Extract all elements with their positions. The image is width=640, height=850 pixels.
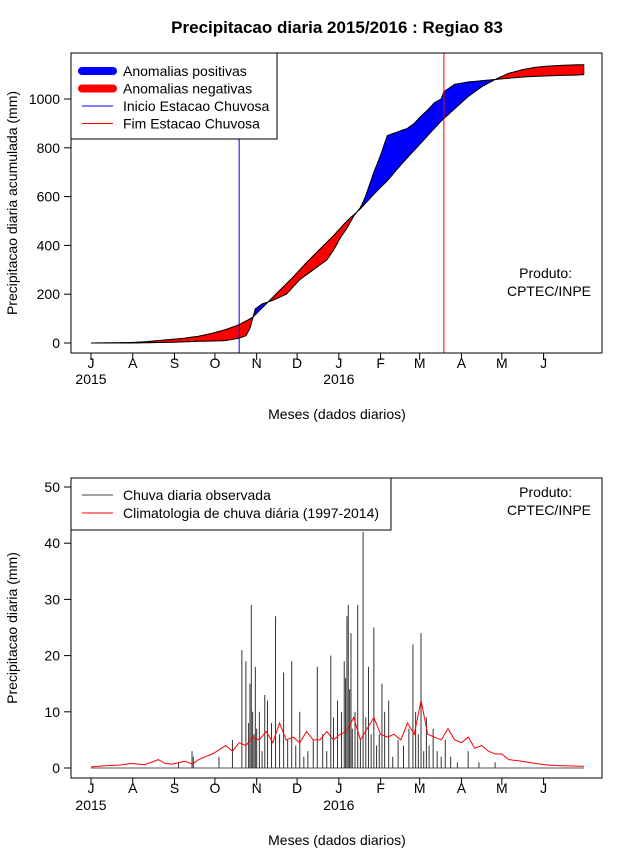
x-tick-label: J [88, 780, 95, 796]
chart1-annotation: Produto: CPTEC/INPE [507, 265, 591, 299]
year-label: 2015 [75, 797, 106, 813]
chart2-annotation: Produto: CPTEC/INPE [507, 484, 591, 518]
chart1-series [91, 53, 585, 353]
legend-label: Inicio Estacao Chuvosa [123, 98, 270, 114]
y-tick-label: 20 [44, 648, 60, 664]
chart1-xlabel: Meses (dados diarios) [268, 406, 406, 422]
x-tick-label: M [496, 355, 508, 371]
x-tick-label: F [376, 780, 385, 796]
chart1-annotation-line-1: Produto: [519, 265, 572, 281]
legend-label: Fim Estacao Chuvosa [123, 116, 260, 132]
x-tick-label: O [209, 780, 220, 796]
x-tick-label: D [292, 355, 302, 371]
x-tick-label: S [170, 780, 179, 796]
legend-label: Climatologia de chuva diária (1997-2014) [123, 505, 379, 521]
x-tick-label: J [88, 355, 95, 371]
positive-anomaly-area [357, 79, 496, 212]
chart1-plot-frame [70, 52, 603, 354]
x-tick-label: A [128, 780, 138, 796]
x-tick-label: J [540, 355, 547, 371]
y-tick-label: 200 [37, 286, 61, 302]
y-tick-label: 50 [44, 479, 60, 495]
chart2-legend: Chuva diaria observada Climatologia de ch… [70, 477, 392, 531]
chart1-title: Precipitacao diaria 2015/2016 : Regiao 8… [171, 18, 503, 37]
x-tick-label: J [335, 355, 342, 371]
x-tick-label: N [252, 355, 262, 371]
chart1-annotation-line-2: CPTEC/INPE [507, 283, 591, 299]
y-tick-label: 40 [44, 535, 60, 551]
year-label: 2016 [323, 371, 354, 387]
x-tick-label: F [376, 355, 385, 371]
x-tick-label: O [209, 355, 220, 371]
x-tick-label: J [540, 780, 547, 796]
y-tick-label: 400 [37, 237, 61, 253]
observed-accumulated-line [91, 74, 585, 344]
chart2-annotation-line-2: CPTEC/INPE [507, 502, 591, 518]
year-label: 2016 [323, 797, 354, 813]
x-tick-label: M [414, 355, 426, 371]
x-tick-label: D [292, 780, 302, 796]
chart1-ylabel: Precipitacao diaria acumulada (mm) [4, 91, 20, 315]
legend-label: Anomalias negativas [123, 81, 252, 97]
x-tick-label: S [170, 355, 179, 371]
x-tick-label: J [335, 780, 342, 796]
chart1-legend: Anomalias positivas Anomalias negativasIn… [70, 52, 278, 140]
legend-box [70, 477, 392, 531]
year-label: 2015 [75, 371, 106, 387]
y-tick-label: 800 [37, 140, 61, 156]
y-tick-label: 30 [44, 591, 60, 607]
y-tick-label: 1000 [29, 91, 60, 107]
chart2-series [90, 531, 584, 769]
legend-label: Anomalias positivas [123, 63, 247, 79]
y-tick-label: 0 [52, 335, 60, 351]
chart2-xlabel: Meses (dados diarios) [268, 832, 406, 848]
x-tick-label: A [457, 780, 467, 796]
x-tick-label: A [128, 355, 138, 371]
x-tick-label: A [457, 355, 467, 371]
y-tick-label: 600 [37, 189, 61, 205]
climatology-daily-line [90, 700, 584, 768]
x-tick-label: M [496, 780, 508, 796]
y-tick-label: 10 [44, 704, 60, 720]
y-tick-label: 0 [52, 760, 60, 776]
chart2-ylabel: Precipitacao diaria (mm) [4, 552, 20, 704]
x-tick-label: M [414, 780, 426, 796]
climatology-accumulated-line [91, 64, 584, 344]
legend-label: Chuva diaria observada [123, 487, 271, 503]
x-tick-label: N [252, 780, 262, 796]
chart2-annotation-line-1: Produto: [519, 484, 572, 500]
